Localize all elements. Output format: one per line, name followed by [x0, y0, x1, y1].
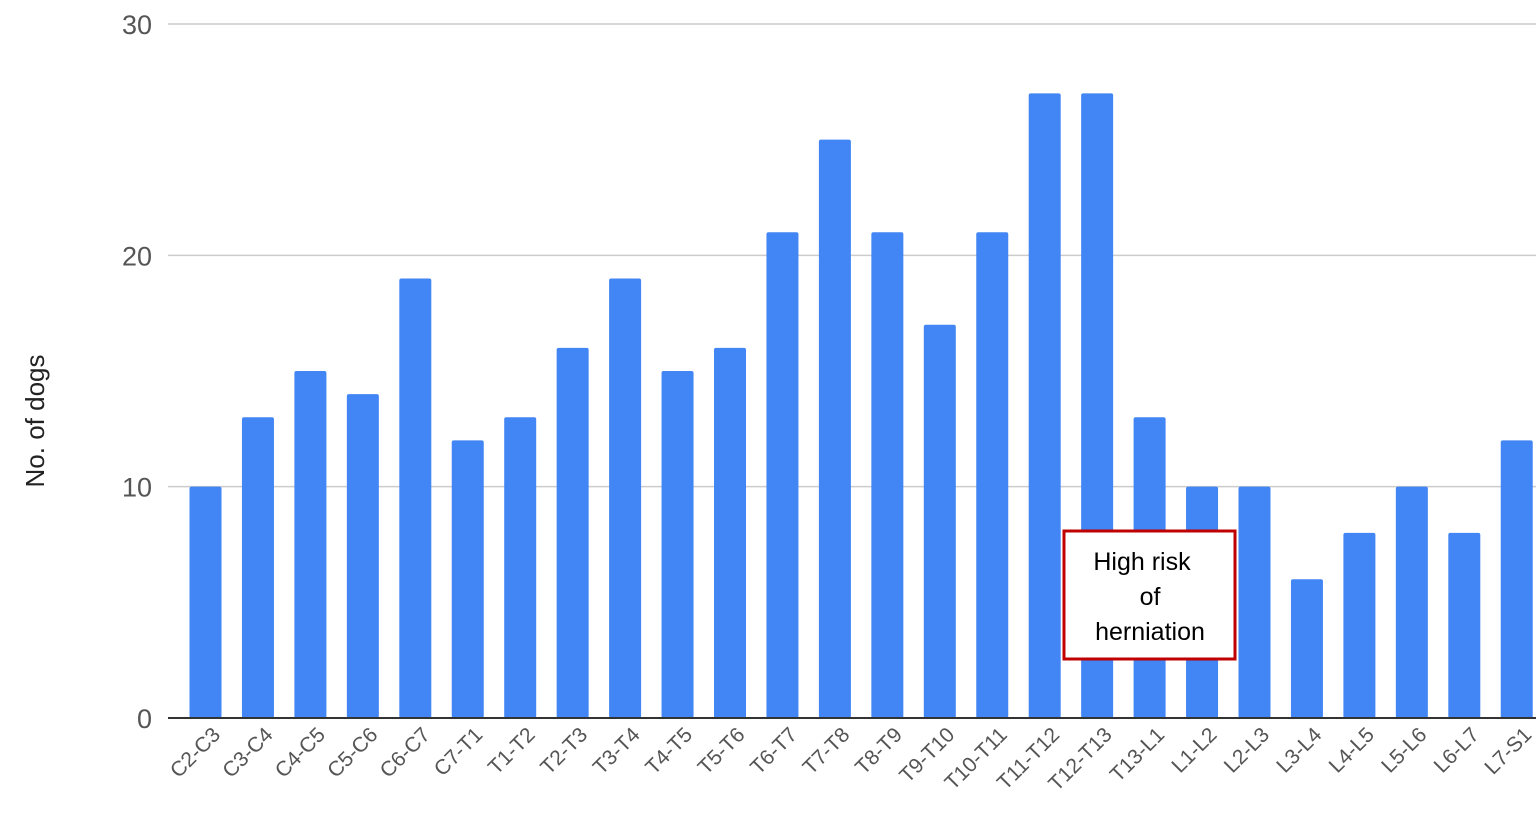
x-tick-label: L7-S1 [1480, 723, 1536, 779]
x-tick-label: C6-C7 [376, 723, 435, 782]
x-tick-label: T5-T6 [694, 723, 750, 779]
x-tick-label: T1-T2 [484, 723, 540, 779]
gridlines [168, 23, 1536, 488]
x-tick-label: L1-L2 [1167, 723, 1221, 777]
bar [1290, 579, 1323, 718]
annotation-line-3: herniation [1095, 618, 1205, 646]
x-tick-label: T13-L1 [1106, 723, 1169, 786]
bar [1395, 486, 1428, 718]
bar [451, 440, 484, 718]
bar [714, 347, 746, 718]
bar [871, 232, 904, 718]
bar [976, 232, 1009, 718]
x-tick-label: C7-T1 [430, 723, 488, 781]
y-tick-label: 10 [122, 473, 152, 503]
x-tick-label: T6-T7 [746, 723, 802, 779]
bar [294, 371, 327, 718]
y-tick-label: 30 [122, 10, 152, 40]
annotation-box: High risk of herniation [1062, 529, 1237, 661]
bar [1500, 440, 1533, 718]
bars [189, 93, 1533, 718]
x-tick-label: L2-L3 [1220, 723, 1274, 777]
x-tick-label: T2-T3 [536, 723, 592, 779]
bar [556, 347, 589, 718]
bar [766, 232, 799, 718]
x-axis-ticks: C2-C3C3-C4C4-C5C5-C6C6-C7C7-T1T1-T2T2-T3… [166, 723, 1536, 796]
y-tick-label: 20 [122, 241, 152, 271]
x-tick-label: C5-C6 [323, 723, 382, 782]
x-tick-label: L3-L4 [1272, 723, 1326, 777]
x-tick-label: C3-C4 [218, 723, 277, 782]
x-tick-label: T7-T8 [799, 723, 855, 779]
bar [189, 486, 222, 718]
bar [1028, 93, 1061, 718]
y-axis-label: No. of dogs [20, 355, 50, 488]
y-axis-ticks: 0 10 20 30 [122, 10, 152, 734]
x-tick-label: C4-C5 [271, 723, 330, 782]
x-tick-label: L4-L5 [1325, 723, 1379, 777]
bar [504, 417, 537, 718]
bar [346, 394, 379, 718]
bar [661, 371, 694, 718]
bar [923, 324, 956, 718]
annotation-line-2: of [1140, 583, 1161, 611]
bar [399, 278, 432, 718]
x-tick-label: T4-T5 [641, 723, 697, 779]
x-tick-label: T3-T4 [589, 723, 645, 779]
bar [241, 417, 274, 718]
x-tick-label: L6-L7 [1430, 723, 1484, 777]
annotation-line-1: High risk [1093, 548, 1191, 576]
bar [1238, 486, 1271, 718]
bar [1448, 532, 1481, 718]
bar [818, 139, 851, 718]
y-tick-label: 0 [137, 704, 152, 734]
x-tick-label: L5-L6 [1377, 723, 1431, 777]
annotation-border [1062, 529, 1237, 661]
x-tick-label: C2-C3 [166, 723, 225, 782]
bar [1343, 532, 1376, 718]
bar [609, 278, 642, 718]
